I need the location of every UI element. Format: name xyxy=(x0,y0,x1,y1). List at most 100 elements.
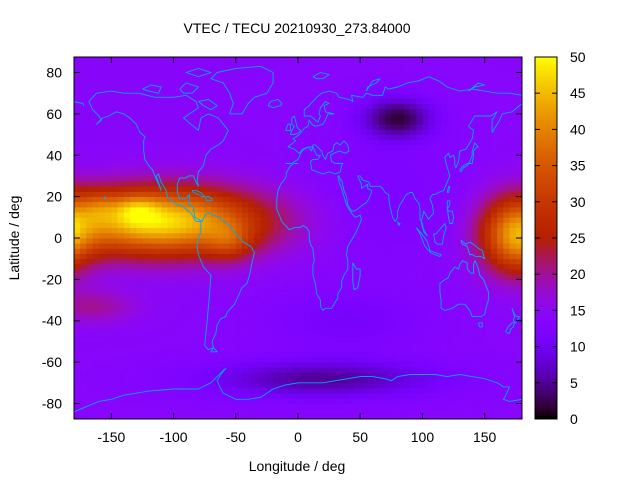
heatmap-cell xyxy=(490,289,498,296)
heatmap-cell xyxy=(273,88,280,94)
heatmap-cell xyxy=(335,155,342,161)
heatmap-cell xyxy=(428,372,436,379)
heatmap-cell xyxy=(484,310,492,316)
heatmap-cell xyxy=(223,88,230,94)
heatmap-cell xyxy=(130,253,137,260)
heatmap-cell xyxy=(186,372,193,379)
heatmap-cell xyxy=(136,181,143,187)
heatmap-cell xyxy=(434,403,442,410)
heatmap-cell xyxy=(335,232,342,239)
heatmap-cell xyxy=(316,82,324,89)
heatmap-cell xyxy=(173,258,181,265)
heatmap-cell xyxy=(341,243,349,249)
heatmap-cell xyxy=(428,294,436,301)
heatmap-cell xyxy=(248,191,255,198)
heatmap-cell xyxy=(130,408,137,415)
heatmap-cell xyxy=(484,351,492,358)
heatmap-cell xyxy=(497,243,504,249)
heatmap-cell xyxy=(254,155,262,161)
heatmap-cell xyxy=(260,212,268,218)
heatmap-cell xyxy=(136,269,143,275)
heatmap-cell xyxy=(478,398,486,404)
heatmap-cell xyxy=(341,134,349,141)
heatmap-cell xyxy=(173,341,181,347)
heatmap-cell xyxy=(397,119,405,125)
heatmap-cell xyxy=(148,269,156,275)
heatmap-cell xyxy=(391,403,398,410)
heatmap-cell xyxy=(123,62,131,68)
heatmap-cell xyxy=(123,351,131,358)
heatmap-cell xyxy=(173,315,181,322)
heatmap-cell xyxy=(111,325,118,332)
heatmap-cell xyxy=(254,258,262,265)
heatmap-cell xyxy=(322,222,330,229)
heatmap-cell xyxy=(229,134,237,141)
heatmap-cell xyxy=(503,320,510,327)
heatmap-cell xyxy=(329,351,336,358)
heatmap-cell xyxy=(478,67,486,73)
heatmap-cell xyxy=(304,393,311,399)
heatmap-cell xyxy=(173,403,181,410)
heatmap-cell xyxy=(397,160,405,166)
heatmap-cell xyxy=(422,253,430,260)
heatmap-cell xyxy=(391,372,398,379)
heatmap-cell xyxy=(285,398,293,404)
heatmap-cell xyxy=(304,310,311,316)
heatmap-cell xyxy=(372,181,380,187)
heatmap-cell xyxy=(341,269,349,275)
heatmap-cell xyxy=(266,408,274,415)
heatmap-cell xyxy=(74,336,81,342)
heatmap-cell xyxy=(179,372,187,379)
heatmap-cell xyxy=(416,372,423,379)
heatmap-cell xyxy=(154,263,162,270)
heatmap-cell xyxy=(242,108,249,115)
heatmap-cell xyxy=(509,362,517,368)
heatmap-cell xyxy=(123,382,131,389)
heatmap-cell xyxy=(341,217,349,223)
heatmap-cell xyxy=(466,57,473,63)
heatmap-cell xyxy=(117,351,125,358)
heatmap-cell xyxy=(329,160,336,166)
heatmap-cell xyxy=(329,191,336,198)
heatmap-cell xyxy=(497,108,504,115)
heatmap-cell xyxy=(105,175,112,182)
heatmap-cell xyxy=(161,181,168,187)
heatmap-cell xyxy=(341,98,349,104)
heatmap-cell xyxy=(434,362,442,368)
heatmap-cell xyxy=(335,305,342,311)
heatmap-cell xyxy=(142,387,150,394)
heatmap-cell xyxy=(453,356,461,363)
heatmap-cell xyxy=(92,377,100,384)
heatmap-cell xyxy=(260,387,268,394)
heatmap-cell xyxy=(217,170,224,177)
heatmap-cell xyxy=(86,387,94,394)
heatmap-cell xyxy=(179,227,187,234)
heatmap-cell xyxy=(74,320,81,327)
heatmap-cell xyxy=(111,310,118,316)
heatmap-cell xyxy=(378,274,386,280)
heatmap-cell xyxy=(497,258,504,265)
heatmap-cell xyxy=(428,279,436,285)
heatmap-cell xyxy=(366,165,374,172)
heatmap-cell xyxy=(298,206,305,213)
heatmap-cell xyxy=(86,305,94,311)
heatmap-cell xyxy=(403,336,411,342)
heatmap-cell xyxy=(248,113,255,120)
heatmap-cell xyxy=(254,62,262,68)
heatmap-cell xyxy=(453,134,461,141)
heatmap-cell xyxy=(466,217,473,223)
heatmap-cell xyxy=(385,206,392,213)
heatmap-cell xyxy=(123,227,131,234)
heatmap-cell xyxy=(322,82,330,89)
heatmap-cell xyxy=(86,186,94,192)
heatmap-cell xyxy=(223,238,230,244)
heatmap-cell xyxy=(310,382,318,389)
heatmap-cell xyxy=(416,238,423,244)
heatmap-cell xyxy=(210,243,218,249)
heatmap-cell xyxy=(360,274,367,280)
heatmap-cell xyxy=(316,393,324,399)
heatmap-cell xyxy=(385,67,392,73)
heatmap-cell xyxy=(161,336,168,342)
heatmap-cell xyxy=(391,155,398,161)
heatmap-cell xyxy=(167,124,174,130)
